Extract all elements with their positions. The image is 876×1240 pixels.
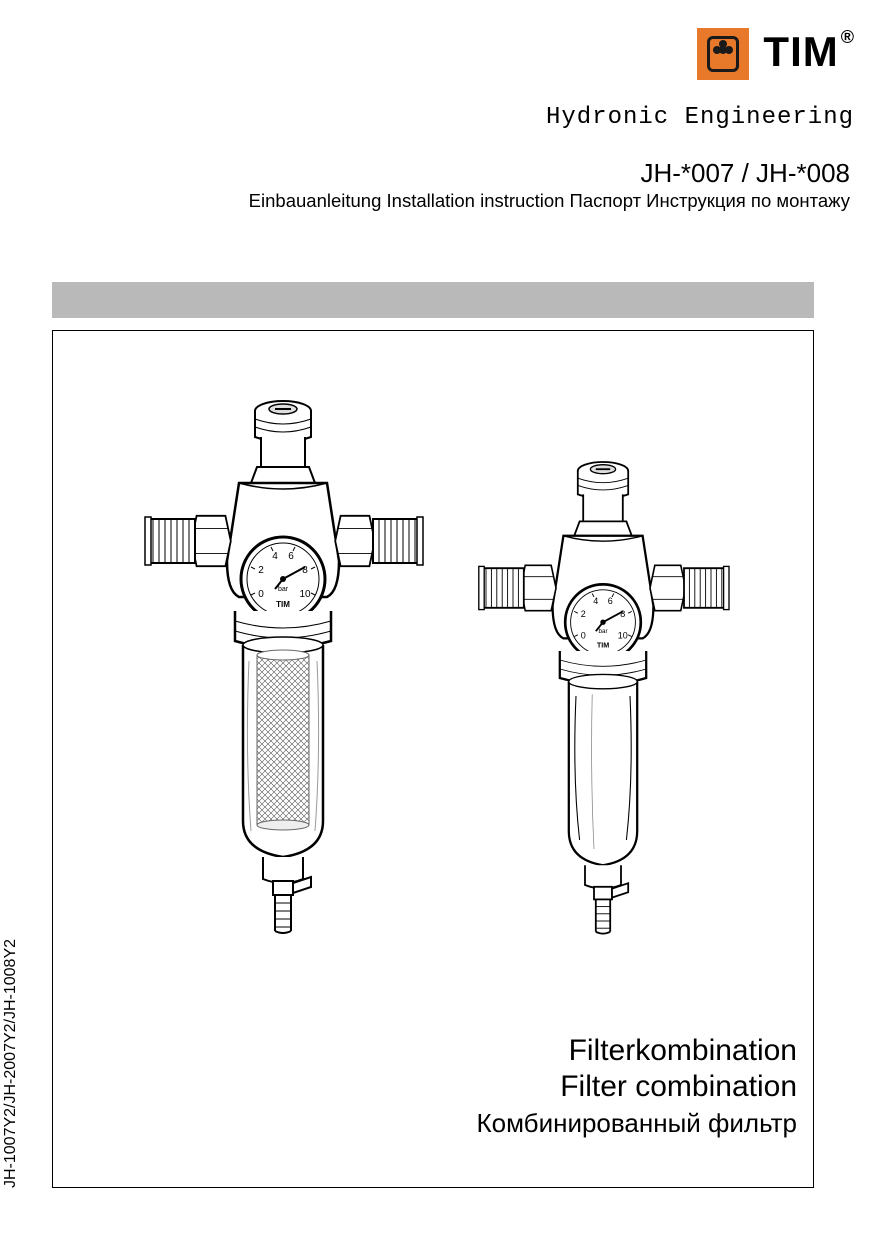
brand-logo: TIM® bbox=[697, 28, 854, 80]
product-titles: Filterkombination Filter combination Ком… bbox=[476, 1034, 797, 1139]
title-russian: Комбинированный фильтр bbox=[476, 1108, 797, 1139]
product-illustration-box: 0 2 4 6 8 10 bar TIM bbox=[52, 330, 814, 1188]
brand-tagline: Hydronic Engineering bbox=[546, 104, 854, 131]
brand-icon bbox=[697, 28, 749, 80]
brand-name-wrap: TIM® bbox=[763, 28, 854, 76]
brand-name: TIM bbox=[763, 28, 838, 75]
model-number: JH-*007 / JH-*008 bbox=[640, 158, 850, 189]
product-drawing: 0 2 4 6 8 10 bar TIM bbox=[93, 361, 793, 1041]
divider-bar bbox=[52, 282, 814, 318]
side-model-code: JH-1007Y2/JH-2007Y2/JH-1008Y2 bbox=[2, 939, 20, 1188]
title-english: Filter combination bbox=[476, 1070, 797, 1104]
document-subtitle: Einbauanleitung Installation instruction… bbox=[249, 190, 850, 212]
registered-mark: ® bbox=[841, 27, 854, 47]
title-german: Filterkombination bbox=[476, 1034, 797, 1068]
